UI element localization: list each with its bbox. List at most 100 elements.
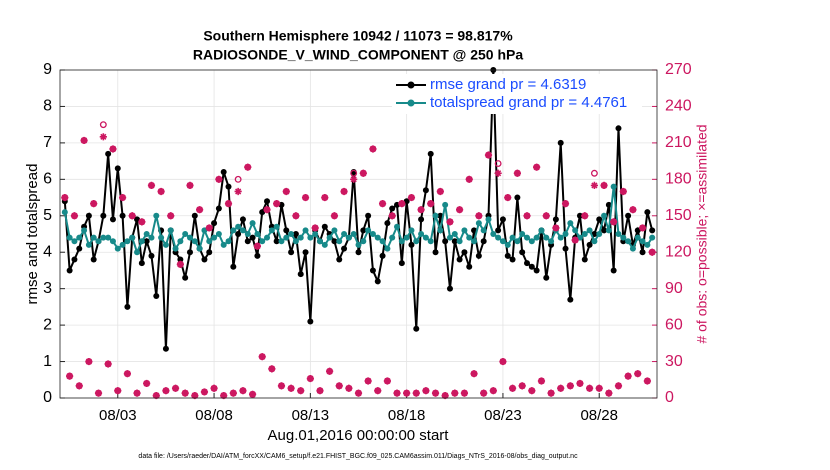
obs-assimilated (533, 163, 541, 171)
point (625, 238, 632, 245)
point (548, 238, 555, 245)
y-axis-label: rmse and totalspread (24, 164, 41, 305)
point (528, 263, 535, 270)
x-tick-label: 08/13 (292, 407, 330, 424)
point (451, 238, 458, 245)
obs-assimilated (152, 391, 160, 400)
obs-assimilated (215, 175, 223, 183)
point (273, 223, 280, 230)
point (471, 238, 478, 245)
y-tick-label: 3 (43, 280, 52, 297)
legend-label: totalspread grand pr = 4.4761 (430, 94, 627, 111)
y-tick-label: 2 (43, 316, 52, 333)
point (211, 220, 218, 227)
point (389, 234, 396, 241)
point (162, 345, 169, 352)
obs-assimilated (224, 200, 233, 208)
point (413, 325, 420, 332)
point (514, 194, 521, 201)
obs-assimilated (75, 382, 83, 390)
obs-assimilated (624, 372, 632, 380)
point (191, 238, 198, 245)
point (177, 238, 184, 245)
point (620, 234, 627, 241)
y2-tick-label: 210 (665, 134, 692, 151)
point (90, 256, 97, 263)
obs-assimilated (258, 353, 266, 361)
obs-assimilated (465, 175, 473, 183)
obs-assimilated (643, 377, 651, 385)
legend-box (392, 74, 642, 114)
y-tick-label: 0 (43, 389, 52, 406)
y2-tick-label: 240 (665, 98, 692, 115)
obs-assimilated (157, 187, 165, 196)
obs-assimilated (374, 387, 382, 395)
point (239, 227, 246, 234)
point (629, 245, 636, 252)
point (562, 231, 569, 237)
footnote: data file: /Users/raeder/DAI/ATM_forcXX/… (138, 453, 578, 460)
point (398, 238, 405, 245)
point (100, 212, 107, 219)
point (504, 241, 511, 248)
obs-assimilated (147, 181, 156, 190)
point (422, 187, 429, 194)
point (533, 234, 540, 241)
y2-tick-label: 30 (665, 353, 683, 370)
obs-assimilated (484, 151, 493, 159)
point (514, 238, 521, 245)
point (191, 212, 198, 219)
point (413, 238, 420, 245)
obs-assimilated (292, 212, 300, 220)
obs-assimilated (273, 200, 281, 208)
obs-assimilated (253, 242, 261, 250)
obs-assimilated (138, 218, 146, 226)
plot-frame (59, 69, 658, 399)
point (249, 220, 256, 227)
point (336, 256, 343, 263)
point (605, 227, 612, 234)
obs-assimilated (162, 387, 170, 395)
obs-assimilated (456, 206, 464, 214)
obs-assimilated (61, 193, 69, 202)
y-tick-label: 7 (43, 134, 52, 151)
point (90, 234, 97, 241)
point (148, 234, 155, 241)
x-tick-label: 08/28 (580, 407, 618, 424)
obs-assimilated (234, 187, 242, 196)
obs-assimilated (398, 200, 406, 208)
obs-assimilated (581, 212, 589, 220)
point (495, 227, 502, 234)
point (480, 238, 487, 245)
obs-assimilated (528, 387, 536, 395)
point (586, 227, 593, 234)
point (615, 125, 622, 132)
point (119, 241, 126, 248)
obs-assimilated (268, 365, 276, 373)
y2-tick-label: 180 (665, 171, 692, 188)
y-tick-label: 6 (43, 171, 52, 188)
obs-assimilated (648, 248, 656, 256)
point (182, 274, 189, 281)
point (360, 227, 367, 234)
point (601, 227, 608, 234)
point (384, 245, 391, 252)
obs-assimilated (311, 224, 319, 232)
point (586, 241, 593, 248)
point (259, 238, 266, 245)
point (437, 227, 444, 234)
point (533, 267, 540, 274)
obs-assimilated (118, 193, 127, 202)
point (432, 212, 439, 219)
obs-assimilated (431, 389, 440, 397)
point (615, 231, 622, 237)
obs-assimilated (504, 193, 512, 202)
point (422, 234, 429, 241)
obs-assimilated (167, 212, 175, 220)
obs-assimilated (277, 382, 286, 390)
point (369, 231, 376, 237)
obs-assimilated (263, 206, 271, 214)
x-tick-label: 08/23 (484, 407, 522, 424)
